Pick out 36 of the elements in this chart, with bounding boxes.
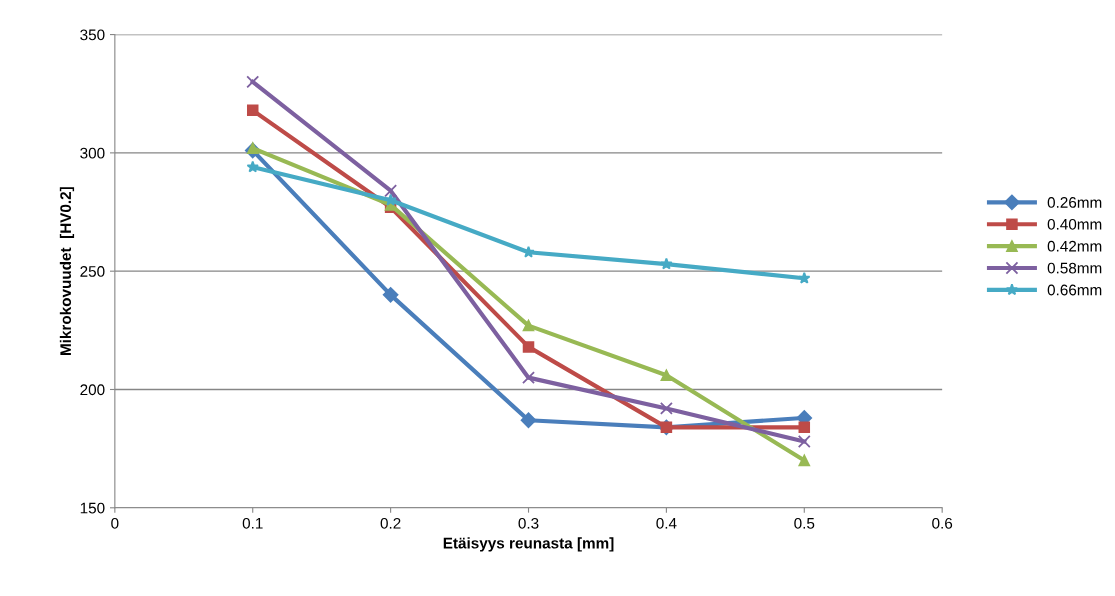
point [659,401,673,415]
legend-label: 0.40mm [1047,218,1102,230]
y-tick-label: 350 [80,29,105,41]
y-tick-label: 300 [80,147,105,159]
point [798,421,811,434]
point [522,341,535,353]
point [797,435,811,449]
point [660,369,673,382]
x-tick-label: 0.4 [656,517,677,529]
point [660,257,673,270]
point [246,142,259,154]
point [520,412,537,429]
x-axis-title: Etäisyys reunasta [mm] [443,537,614,552]
legend-label: 0.58mm [1047,262,1102,274]
point [382,287,399,303]
point [798,271,811,284]
point [384,184,398,198]
y-tick-label: 250 [80,266,105,277]
x-tick-label: 0 [111,517,119,529]
point [246,104,259,117]
point [522,319,535,332]
y-tick-label: 150 [80,502,105,514]
point [246,75,260,89]
x-tick-label: 0.5 [794,517,815,529]
legend-label: 0.26mm [1047,197,1102,208]
x-tick-label: 0.3 [518,517,539,529]
legend-label: 0.42mm [1047,240,1102,252]
y-tick-label: 200 [80,384,105,396]
y-axis-title: Mikrokovuudet [HV0.2] [59,187,75,356]
x-tick-label: 0.1 [242,517,263,529]
x-tick-label: 0.2 [380,517,401,529]
point [246,160,259,173]
x-tick-label: 0.6 [932,517,953,529]
point [522,371,535,385]
point [798,454,811,467]
legend-label: 0.66mm [1047,284,1102,296]
